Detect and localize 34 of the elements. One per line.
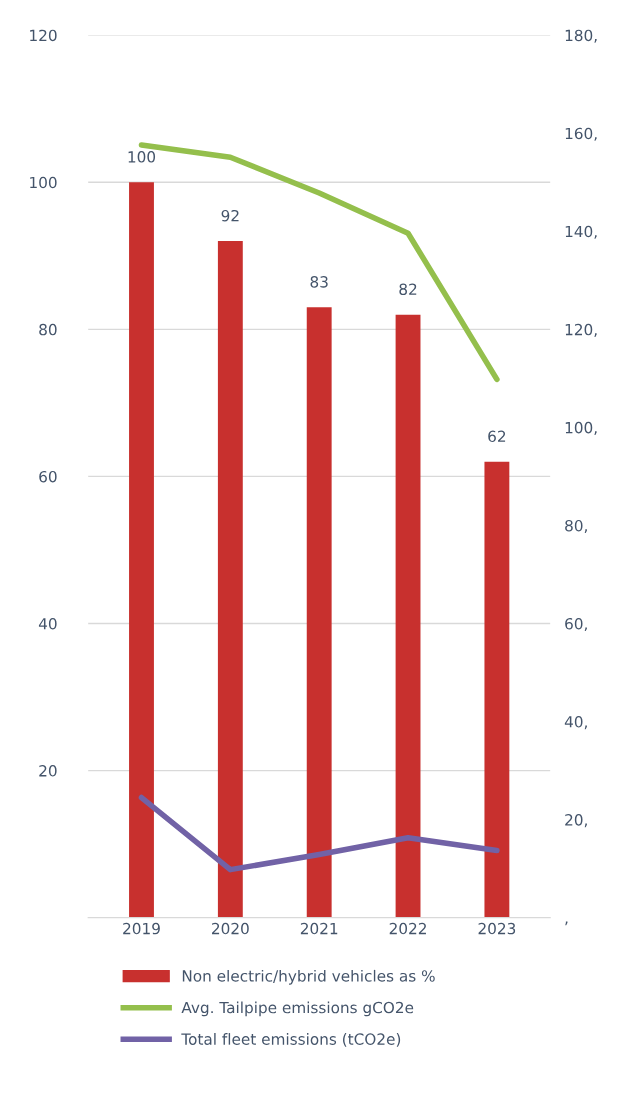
data-label: 62 [488, 430, 506, 443]
y-tick-label: 120 [30, 29, 57, 42]
x-tick-label: 2022 [389, 922, 426, 935]
legend-label: Non electric/hybrid vehicles as % [182, 969, 435, 985]
y2-tick-label: 20, [565, 814, 587, 828]
legend-label: Total fleet emissions (tCO2e) [181, 1033, 401, 1047]
bar [484, 461, 510, 918]
legend-label: Avg. Tailpipe emissions gCO2e [181, 1001, 414, 1017]
y2-tick-label: 140, [565, 225, 597, 239]
bar [395, 314, 421, 918]
y-tick-label: 20 [39, 765, 57, 777]
x-tick-label: 2020 [212, 922, 249, 935]
data-label: 100 [128, 151, 156, 163]
data-label: 83 [310, 276, 328, 288]
data-label: 82 [399, 283, 417, 295]
y-tick-label: 80 [39, 323, 57, 336]
y2-tick-label: 160, [565, 127, 597, 141]
x-tick-label: 2021 [300, 922, 338, 935]
y2-tick-label: 60, [565, 617, 587, 632]
y-tick-label: 100 [30, 176, 57, 189]
y2-tick-label: 100, [565, 421, 597, 435]
y2-tick-label: , [565, 921, 568, 926]
data-label: 92 [221, 209, 239, 222]
bar [129, 182, 154, 918]
y2-tick-label: 40, [564, 716, 587, 730]
y2-tick-label: 180, [565, 29, 597, 43]
x-tick-label: 2023 [478, 922, 516, 935]
y-tick-label: 40 [38, 617, 57, 630]
y2-tick-label: 80, [565, 519, 587, 534]
y-tick-label: 60 [39, 470, 57, 483]
x-tick-label: 2019 [123, 922, 160, 935]
y2-tick-label: 120, [565, 323, 597, 337]
bar [217, 241, 243, 918]
bar [306, 307, 332, 918]
